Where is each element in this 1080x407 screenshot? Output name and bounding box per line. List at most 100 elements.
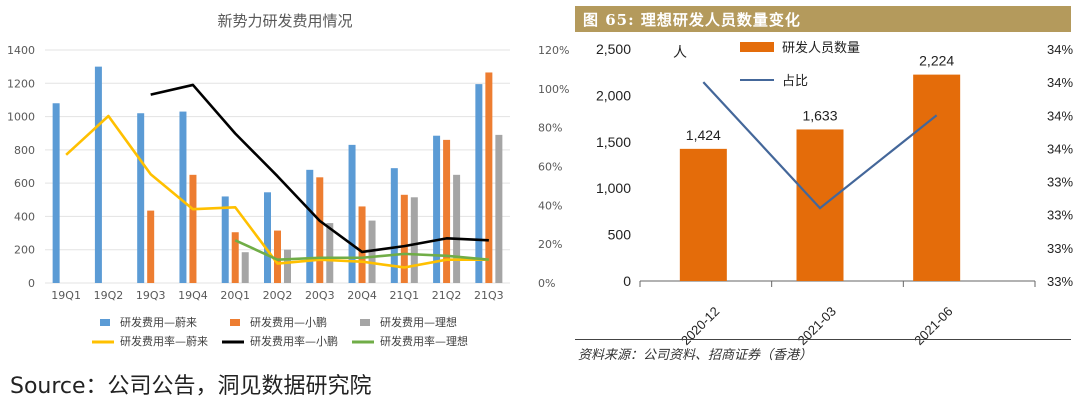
chart1-bar-xpeng: [358, 206, 366, 283]
chart2-y-right-tick: 34%: [1047, 42, 1073, 57]
chart1-y-left-tick: 1000: [7, 111, 35, 124]
chart2-bar-rd-staff: [679, 148, 727, 281]
chart2-x-tick: 2020-12: [678, 304, 722, 348]
chart1-bar-nio: [475, 84, 483, 283]
chart2-y-right-tick: 34%: [1047, 141, 1073, 156]
chart2-bottom-rule: [575, 339, 1071, 340]
chart1-bar-xpeng: [274, 230, 281, 283]
chart1-y-right-tick: 20%: [538, 238, 562, 251]
chart1-bar-li: [495, 134, 503, 283]
chart1-bar-xpeng: [147, 210, 155, 283]
source-caption: Source：公司公告，洞见数据研究院: [10, 374, 372, 399]
chart1-line-li-rate: [234, 239, 489, 262]
chart2-y-left-tick: 1,500: [596, 134, 631, 150]
chart1-legend-label: 研发费用—小鹏: [250, 315, 327, 329]
chart1-x-tick: 21Q1: [389, 289, 419, 302]
chart1-x-tick: 20Q3: [305, 289, 335, 302]
chart1-bar-li: [453, 174, 461, 283]
chart1-bar-nio: [306, 169, 314, 283]
chart2-line-ratio: [702, 81, 938, 210]
chart1-legend-swatch: [230, 319, 240, 326]
chart1-x-tick: 19Q4: [178, 289, 208, 302]
lixiang-rd-staff-chart: 0 500 1,000 1,500 2,000 2,500 33% 33% 33% 33% 34% 3…: [596, 40, 1074, 348]
chart2-y-right-tick: 34%: [1047, 108, 1073, 123]
chart1-y-right-tick: 120%: [538, 44, 569, 57]
chart2-legend-label-line: 占比: [782, 74, 808, 89]
chart2-y-right-tick: 34%: [1047, 75, 1073, 90]
chart2-bar-value-label: 2,224: [919, 53, 954, 69]
chart1-bar-xpeng: [400, 194, 408, 283]
chart2-y-left-tick: 500: [608, 227, 632, 243]
chart1-bar-nio: [221, 196, 229, 283]
chart1-x-tick: 19Q2: [94, 289, 124, 302]
chart2-bar-rd-staff: [913, 74, 961, 282]
chart1-x-tick: 21Q3: [474, 289, 504, 302]
chart1-bar-li: [410, 197, 418, 283]
chart2-y-left-tick: 1,000: [596, 180, 631, 196]
chart1-title: 新势力研发费用情况: [217, 12, 352, 30]
chart1-bar-nio: [137, 113, 145, 283]
chart1-y-right-tick: 80%: [538, 122, 562, 135]
chart1-y-left-tick: 600: [14, 177, 35, 190]
chart1-bar-xpeng: [443, 139, 451, 283]
chart1-bar-nio: [264, 192, 271, 283]
chart1-legend-label: 研发费用率—理想: [380, 334, 468, 348]
chart1-line-nio-rate: [65, 114, 489, 269]
chart2-y-left-tick: 0: [623, 273, 631, 289]
chart1-y-right-tick: 60%: [538, 161, 562, 174]
chart1-y-left-tick: 800: [14, 144, 35, 157]
chart1-y-right-tick: 40%: [538, 199, 562, 212]
chart1-bar-nio: [179, 111, 187, 283]
chart2-y-left-tick: 2,000: [596, 87, 631, 103]
chart1-y-left-tick: 0: [28, 277, 35, 290]
chart1-legend-label: 研发费用率—小鹏: [250, 334, 338, 348]
chart1-legend-label: 研发费用率—蔚来: [120, 334, 208, 348]
chart2-bar-rd-staff: [796, 129, 844, 281]
chart1-bar-xpeng: [485, 72, 493, 283]
chart2-bar-value-label: 1,633: [802, 107, 837, 123]
chart1-bar-nio: [433, 135, 441, 283]
chart1-y-left-tick: 200: [14, 244, 35, 257]
chart1-legend-label: 研发费用—理想: [380, 315, 457, 329]
chart1-y-right-tick: 0%: [538, 277, 555, 290]
chart2-x-tick: 2021-03: [795, 304, 839, 348]
rd-expense-chart: 新势力研发费用情况 0 200 400 600 800 1000 1200 1400 0% 20% 4…: [7, 12, 569, 348]
chart2-y-right-tick: 33%: [1047, 274, 1073, 289]
chart1-y-left-tick: 1400: [7, 44, 35, 57]
chart1-bar-xpeng: [316, 177, 324, 283]
chart1-bar-nio: [94, 66, 102, 284]
chart2-legend-swatch-bar: [740, 42, 774, 52]
chart2-x-tick: 2021-06: [911, 304, 955, 348]
chart1-bar-li: [284, 249, 291, 283]
chart2-header-bar: 图 65: 理想研发人员数量变化: [575, 6, 1071, 32]
chart1-y-left-tick: 400: [14, 210, 35, 223]
chart2-y-right-tick: 33%: [1047, 175, 1073, 190]
chart1-legend-swatch: [360, 319, 370, 326]
chart2-y-left-tick: 2,500: [596, 41, 631, 57]
chart1-bar-nio: [390, 168, 398, 283]
chart1-x-tick: 19Q3: [136, 289, 166, 302]
chart1-legend-label: 研发费用—蔚来: [120, 315, 197, 329]
chart1-x-tick: 21Q2: [432, 289, 462, 302]
chart1-x-tick: 20Q1: [220, 289, 250, 302]
chart1-y-right-tick: 100%: [538, 83, 569, 96]
chart1-y-left-tick: 1200: [7, 77, 35, 90]
chart1-legend-swatch: [100, 319, 110, 326]
chart1-x-tick: 19Q1: [51, 289, 81, 302]
chart1-x-tick: 20Q2: [263, 289, 293, 302]
chart2-y-right-tick: 33%: [1047, 208, 1073, 223]
chart1-bar-nio: [52, 103, 60, 283]
chart2-bar-value-label: 1,424: [686, 127, 721, 143]
chart2-title: 图 65: 理想研发人员数量变化: [583, 11, 801, 29]
chart1-bar-li: [241, 252, 249, 283]
chart1-line-xpeng-rate: [150, 83, 489, 254]
chart2-left-axis-label: 人: [673, 45, 687, 61]
chart2-legend-label-bar: 研发人员数量: [782, 40, 860, 56]
chart1-bar-nio: [348, 144, 356, 283]
chart1-bar-xpeng: [231, 232, 239, 283]
chart2-y-right-tick: 33%: [1047, 241, 1073, 256]
chart1-x-tick: 20Q4: [347, 289, 377, 302]
chart2-source-note: 资料来源：公司资料、招商证券（香港）: [578, 348, 813, 363]
chart1-bar-xpeng: [189, 174, 197, 283]
